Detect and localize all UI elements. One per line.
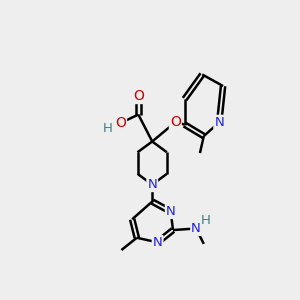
Text: H: H xyxy=(103,122,112,135)
Text: O: O xyxy=(170,115,181,129)
Text: N: N xyxy=(147,178,157,191)
Text: N: N xyxy=(214,116,224,129)
Text: O: O xyxy=(133,89,144,103)
Text: H: H xyxy=(201,214,211,227)
Text: N: N xyxy=(153,236,163,249)
Text: O: O xyxy=(115,116,126,130)
Text: N: N xyxy=(166,205,175,218)
Text: N: N xyxy=(191,222,201,235)
